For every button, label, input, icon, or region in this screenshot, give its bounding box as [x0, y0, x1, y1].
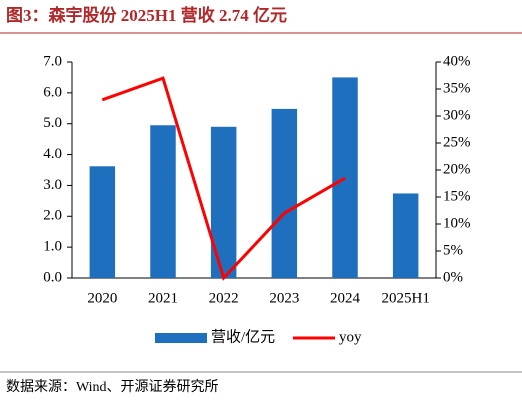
y-tick-label: 3.0: [43, 177, 62, 193]
y-tick-label: 5.0: [43, 115, 62, 131]
y2-tick-label: 5%: [443, 242, 463, 258]
y2-tick-label: 40%: [443, 53, 471, 69]
y-tick-label: 2.0: [43, 208, 62, 224]
y2-tick-label: 20%: [443, 161, 471, 177]
bar: [89, 166, 116, 278]
legend-label: 营收/亿元: [211, 328, 275, 345]
y2-tick-label: 15%: [443, 188, 471, 204]
y-tick-label: 6.0: [43, 84, 62, 100]
bar: [271, 108, 298, 278]
chart-title: 图3：森宇股份 2025H1 营收 2.74 亿元: [6, 5, 287, 25]
bar: [392, 193, 419, 278]
y-tick-label: 4.0: [43, 146, 62, 162]
legend-label: yoy: [339, 329, 362, 345]
y2-tick-label: 35%: [443, 80, 471, 96]
line: [101, 76, 346, 281]
y2-tick-label: 0%: [443, 269, 463, 285]
bar: [210, 126, 237, 278]
x-tick-label: 2020: [87, 290, 117, 306]
x-tick-label: 2024: [330, 290, 361, 306]
y2-tick-label: 10%: [443, 215, 471, 231]
y-tick-label: 7.0: [43, 53, 62, 69]
x-tick-label: 2022: [209, 290, 239, 306]
y2-tick-label: 25%: [443, 134, 471, 150]
source: 数据来源：Wind、开源证券研究所: [6, 379, 219, 395]
y-tick-label: 0.0: [43, 269, 62, 285]
y-tick-label: 1.0: [43, 239, 62, 255]
legend-swatch: [155, 333, 207, 343]
x-tick-label: 2023: [269, 290, 299, 306]
bar: [150, 125, 176, 278]
x-tick-label: 2025H1: [381, 290, 429, 306]
x-tick-label: 2021: [148, 290, 178, 306]
y2-tick-label: 30%: [443, 107, 471, 123]
bar: [332, 77, 358, 278]
